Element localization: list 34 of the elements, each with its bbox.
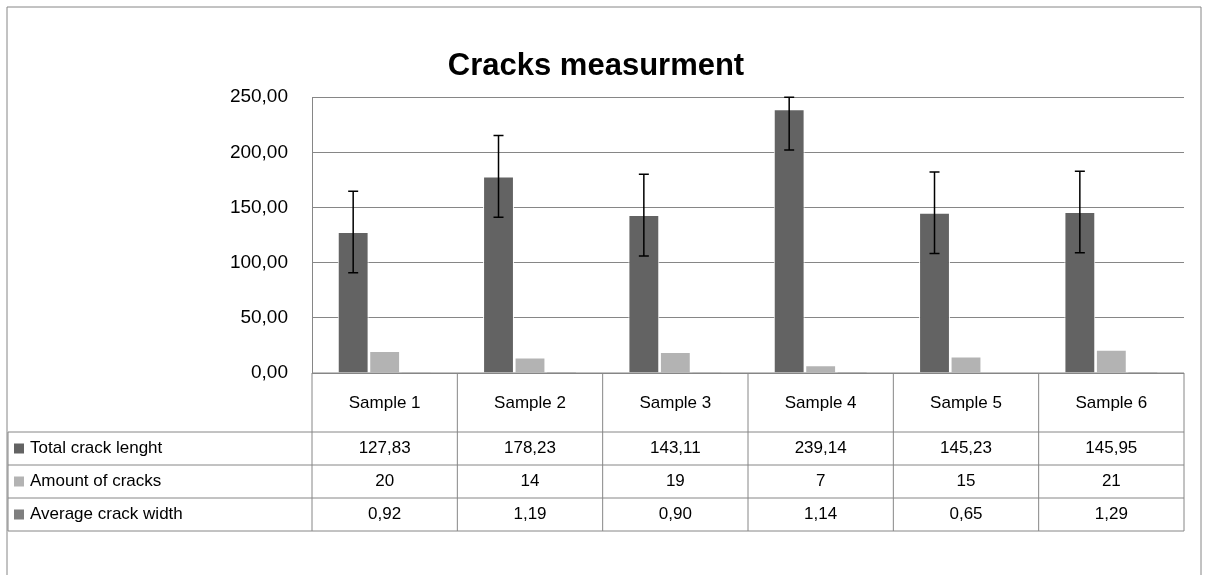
x-tick-label: Sample 2 <box>494 392 566 412</box>
data-label: 0,65 <box>949 504 983 524</box>
y-tick-label: 0,00 <box>251 361 288 383</box>
data-label: 145,95 <box>1085 438 1138 458</box>
x-tick-label: Sample 1 <box>348 392 421 412</box>
y-tick-label: 250,00 <box>229 85 288 107</box>
data-label: 0,90 <box>658 504 692 524</box>
data-label: 21 <box>1101 471 1121 491</box>
data-label: 239,14 <box>794 438 847 458</box>
data-label: 7 <box>815 471 826 491</box>
y-tick-label: 100,00 <box>229 250 288 272</box>
data-label: 14 <box>520 471 540 491</box>
legend-label: Amount of cracks <box>30 471 162 491</box>
x-tick-label: Sample 6 <box>1075 392 1148 412</box>
data-label: 1,29 <box>1094 504 1128 524</box>
data-label: 15 <box>956 471 976 491</box>
data-label: 1,14 <box>804 504 838 524</box>
data-label: 20 <box>375 471 395 491</box>
data-label: 178,23 <box>504 438 556 458</box>
data-label: 0,92 <box>368 504 402 524</box>
legend-label: Total crack lenght <box>30 438 163 458</box>
legend-label: Average crack width <box>30 504 183 524</box>
data-label: 1,19 <box>513 504 547 524</box>
y-tick-label: 50,00 <box>240 306 288 328</box>
y-tick-label: 200,00 <box>229 140 288 162</box>
data-label: 145,23 <box>940 438 992 458</box>
data-label: 143,11 <box>649 438 701 458</box>
x-tick-label: Sample 4 <box>784 392 857 412</box>
chart-title: Cracks measurment <box>447 47 745 83</box>
x-tick-label: Sample 3 <box>639 392 712 412</box>
data-label: 127,83 <box>358 438 411 458</box>
y-tick-label: 150,00 <box>229 195 288 217</box>
data-label: 19 <box>665 471 685 491</box>
x-tick-label: Sample 5 <box>930 392 1002 412</box>
